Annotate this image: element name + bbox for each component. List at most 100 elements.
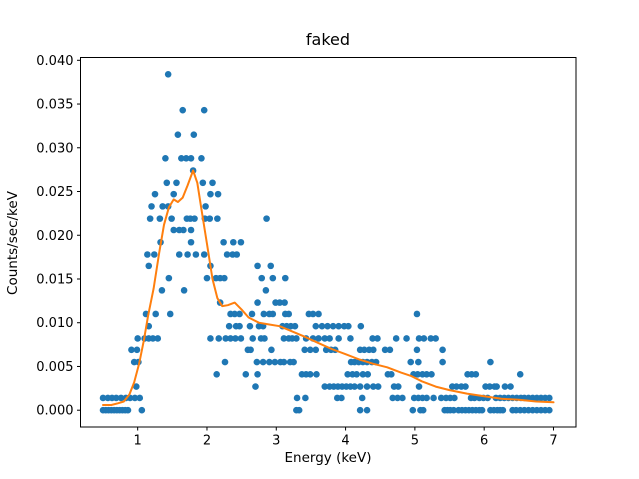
x-tick-label: 2 bbox=[203, 434, 211, 449]
scatter-point bbox=[213, 371, 220, 378]
scatter-point bbox=[166, 310, 174, 318]
scatter-point bbox=[315, 335, 322, 342]
scatter-point bbox=[293, 335, 300, 342]
scatter-point bbox=[344, 371, 351, 378]
scatter-point bbox=[248, 310, 256, 318]
scatter-point bbox=[407, 358, 415, 366]
y-tick-label: 0.020 bbox=[36, 229, 73, 244]
y-tick-label: 0.005 bbox=[36, 360, 73, 375]
y-tick-label: 0.025 bbox=[36, 185, 73, 200]
scatter-point bbox=[312, 346, 320, 354]
scatter-point bbox=[156, 215, 164, 222]
scatter-point bbox=[138, 406, 146, 414]
scatter-point bbox=[199, 179, 207, 187]
scatter-point bbox=[374, 383, 382, 390]
scatter-point bbox=[179, 106, 187, 114]
scatter-point bbox=[187, 226, 195, 234]
scatter-point bbox=[144, 251, 151, 258]
scatter-point bbox=[363, 406, 371, 414]
scatter-point bbox=[347, 335, 354, 342]
scatter-point bbox=[242, 371, 250, 378]
scatter-point bbox=[478, 406, 486, 414]
scatter-point bbox=[200, 106, 208, 114]
scatter-point bbox=[133, 346, 141, 354]
scatter-point bbox=[437, 394, 445, 402]
scatter-point bbox=[236, 322, 243, 330]
scatter-point bbox=[293, 394, 301, 402]
scatter-point bbox=[164, 70, 172, 78]
scatter-point bbox=[399, 394, 406, 402]
scatter-point bbox=[415, 358, 422, 366]
scatter-point bbox=[290, 358, 297, 366]
scatter-point bbox=[180, 226, 187, 234]
scatter-point bbox=[281, 299, 288, 306]
scatter-point bbox=[351, 383, 358, 390]
scatter-point bbox=[326, 335, 333, 342]
scatter-point bbox=[253, 358, 261, 366]
scatter-point bbox=[99, 394, 107, 402]
scatter-point bbox=[329, 322, 337, 330]
y-tick-label: 0.030 bbox=[36, 141, 73, 156]
model-line bbox=[102, 169, 555, 406]
scatter-point bbox=[252, 383, 259, 390]
scatter-point bbox=[285, 310, 293, 318]
scatter-point bbox=[260, 310, 268, 318]
scatter-point bbox=[493, 383, 500, 390]
scatter-point bbox=[254, 371, 261, 378]
scatter-point bbox=[374, 335, 381, 342]
scatter-point bbox=[364, 371, 372, 378]
scatter-point bbox=[152, 310, 159, 318]
scatter-point bbox=[231, 310, 238, 318]
scatter-point bbox=[388, 371, 395, 378]
scatter-point bbox=[146, 215, 154, 222]
scatter-point bbox=[247, 346, 254, 354]
scatter-point bbox=[227, 335, 234, 342]
scatter-point bbox=[427, 335, 435, 342]
scatter-point bbox=[413, 346, 421, 354]
scatter-point bbox=[486, 383, 494, 390]
scatter-point bbox=[258, 274, 266, 282]
scatter-point bbox=[162, 154, 169, 162]
scatter-point bbox=[546, 394, 553, 402]
scatter-point bbox=[128, 346, 135, 354]
scatter-point bbox=[148, 203, 155, 210]
scatter-point bbox=[269, 274, 277, 282]
scatter-point bbox=[507, 383, 514, 390]
scatter-point bbox=[291, 322, 299, 330]
scatter-point bbox=[430, 394, 437, 402]
scatter-point bbox=[403, 335, 410, 342]
scatter-point bbox=[439, 346, 446, 354]
scatter-point bbox=[453, 383, 460, 390]
scatter-point bbox=[432, 335, 439, 342]
scatter-point bbox=[267, 262, 275, 270]
scatter-point bbox=[149, 335, 157, 342]
scatter-point bbox=[321, 383, 329, 390]
axes-spines bbox=[80, 57, 577, 428]
scatter-point bbox=[237, 335, 245, 342]
scatter-point bbox=[191, 215, 198, 222]
scatter-point bbox=[392, 335, 400, 342]
scatter-point bbox=[414, 371, 421, 378]
scatter-point bbox=[132, 383, 140, 390]
scatter-point bbox=[487, 358, 494, 366]
scatter-point bbox=[223, 251, 231, 258]
scatter-point bbox=[439, 358, 446, 366]
scatter-point bbox=[262, 287, 270, 294]
scatter-point bbox=[318, 322, 326, 330]
scatter-point bbox=[249, 335, 257, 342]
scatter-point bbox=[309, 310, 317, 318]
scatter-point bbox=[501, 383, 509, 390]
scatter-point bbox=[230, 238, 237, 246]
scatter-point bbox=[394, 394, 401, 402]
scatter-point bbox=[180, 287, 188, 294]
scatter-point bbox=[236, 310, 243, 318]
scatter-point bbox=[214, 190, 222, 198]
scatter-point bbox=[280, 335, 288, 342]
scatter-point bbox=[301, 346, 308, 354]
scatter-point bbox=[151, 251, 158, 258]
scatter-point bbox=[232, 335, 239, 342]
x-tick-label: 3 bbox=[272, 434, 280, 449]
y-tick-label: 0.015 bbox=[36, 272, 73, 287]
scatter-point bbox=[182, 154, 190, 162]
